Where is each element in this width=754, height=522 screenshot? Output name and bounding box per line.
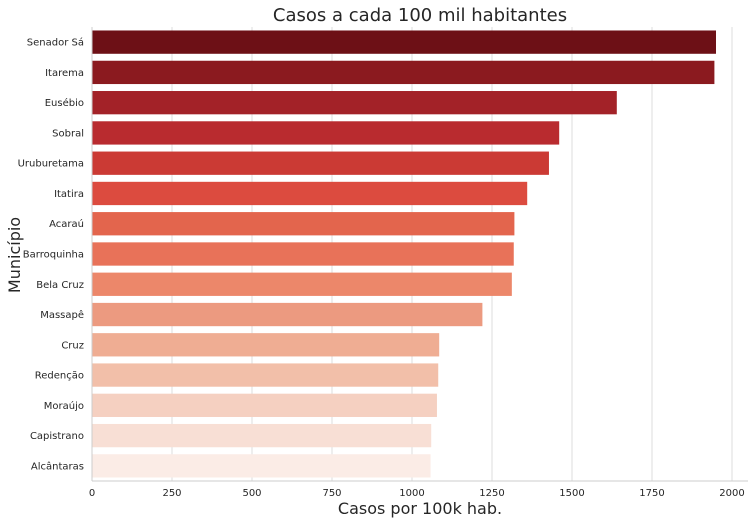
x-tick-label: 250 [162, 488, 181, 499]
y-tick-label: Bela Cruz [36, 280, 84, 291]
bar-10 [92, 333, 440, 357]
y-tick-label: Sobral [52, 128, 84, 139]
y-tick-labels: Senador Sá Itarema Eusébio Sobral Uruburetam… [18, 37, 84, 473]
bar-0 [92, 30, 716, 54]
y-tick-label: Redenção [35, 371, 84, 382]
y-axis-title: Município [5, 217, 24, 293]
bar-11 [92, 363, 439, 387]
y-tick-label: Moraújo [44, 400, 84, 412]
y-tick-label: Alcântaras [31, 460, 84, 472]
y-tick-label: Massapê [40, 309, 84, 321]
bar-6 [92, 212, 515, 236]
y-tick-label: Acaraú [49, 218, 84, 230]
bar-13 [92, 423, 432, 448]
x-tick-label: 1250 [479, 488, 504, 499]
bar-1 [92, 60, 715, 85]
bar-3 [92, 121, 560, 145]
bar-12 [92, 393, 437, 417]
bar-5 [92, 181, 528, 206]
y-tick-label: Cruz [61, 340, 84, 351]
x-tick-label: 1750 [639, 488, 664, 499]
x-tick-label: 750 [322, 488, 341, 499]
bar-9 [92, 302, 483, 327]
y-tick-label: Barroquinha [23, 250, 84, 261]
y-tick-label: Uruburetama [18, 159, 84, 170]
chart-title: Casos a cada 100 mil habitantes [273, 5, 567, 26]
y-tick-label: Senador Sá [27, 37, 84, 49]
y-tick-label: Itarema [45, 68, 84, 79]
y-tick-label: Capistrano [30, 431, 84, 442]
bars [92, 30, 716, 478]
bar-14 [92, 454, 431, 478]
y-tick-label: Eusébio [45, 97, 84, 109]
x-tick-label: 1000 [399, 488, 424, 499]
bar-7 [92, 242, 514, 266]
x-tick-label: 2000 [719, 488, 744, 499]
x-tick-label: 1500 [559, 488, 584, 499]
bar-4 [92, 151, 549, 175]
y-tick-label: Itatira [54, 189, 84, 200]
bar-8 [92, 272, 512, 296]
x-tick-labels: 0 250 500 750 1000 1250 1500 1750 2000 [89, 488, 745, 499]
x-tick-label: 0 [89, 488, 95, 499]
bar-2 [92, 91, 617, 115]
x-axis-title: Casos por 100k hab. [338, 499, 502, 518]
x-tick-label: 500 [242, 488, 261, 499]
